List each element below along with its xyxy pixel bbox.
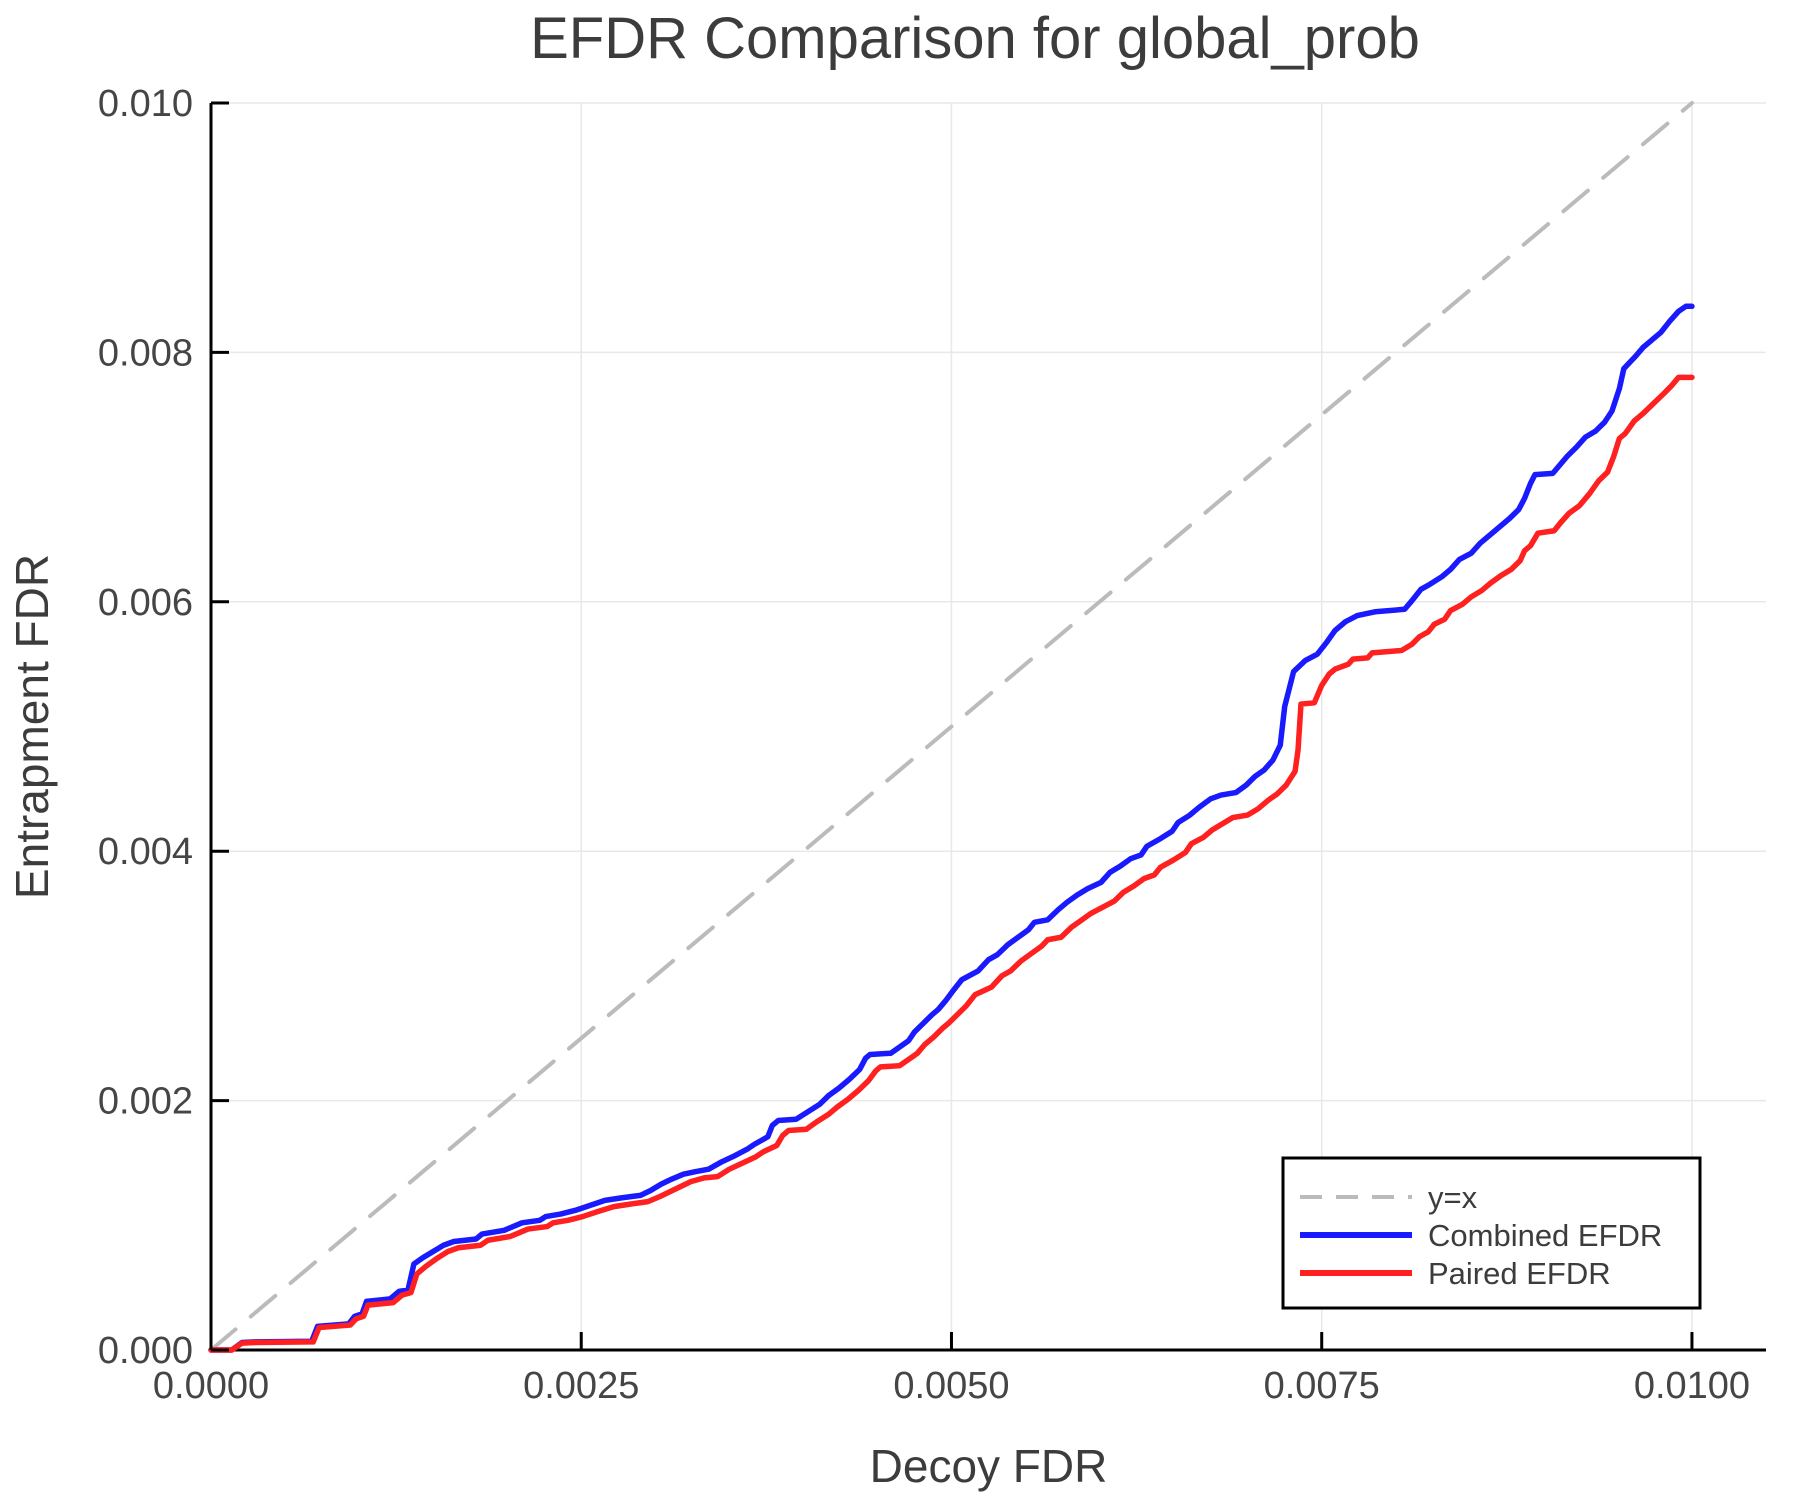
legend-label: Combined EFDR bbox=[1428, 1218, 1662, 1253]
x-tick-label: 0.0025 bbox=[523, 1365, 639, 1407]
x-tick-label: 0.0075 bbox=[1264, 1365, 1380, 1407]
x-tick-label: 0.0050 bbox=[893, 1365, 1009, 1407]
combined-efdr-line bbox=[208, 303, 1695, 1353]
legend-label: y=x bbox=[1428, 1180, 1478, 1215]
x-tick-label: 0.0000 bbox=[153, 1365, 269, 1407]
y-axis-label: Entrapment FDR bbox=[6, 554, 58, 899]
paired-efdr-line bbox=[208, 374, 1695, 1353]
y-tick-label: 0.008 bbox=[98, 332, 193, 374]
y-x-line bbox=[209, 101, 1694, 1352]
y-tick-label: 0.002 bbox=[98, 1081, 193, 1123]
y-tick-label: 0.000 bbox=[98, 1330, 193, 1372]
y-tick-label: 0.006 bbox=[98, 582, 193, 624]
y-tick-label: 0.004 bbox=[98, 831, 193, 873]
legend-label: Paired EFDR bbox=[1428, 1256, 1611, 1291]
x-axis-label: Decoy FDR bbox=[870, 1440, 1108, 1492]
y-tick-label: 0.010 bbox=[98, 83, 193, 125]
chart-title: EFDR Comparison for global_prob bbox=[530, 6, 1420, 71]
x-tick-label: 0.0100 bbox=[1634, 1365, 1750, 1407]
